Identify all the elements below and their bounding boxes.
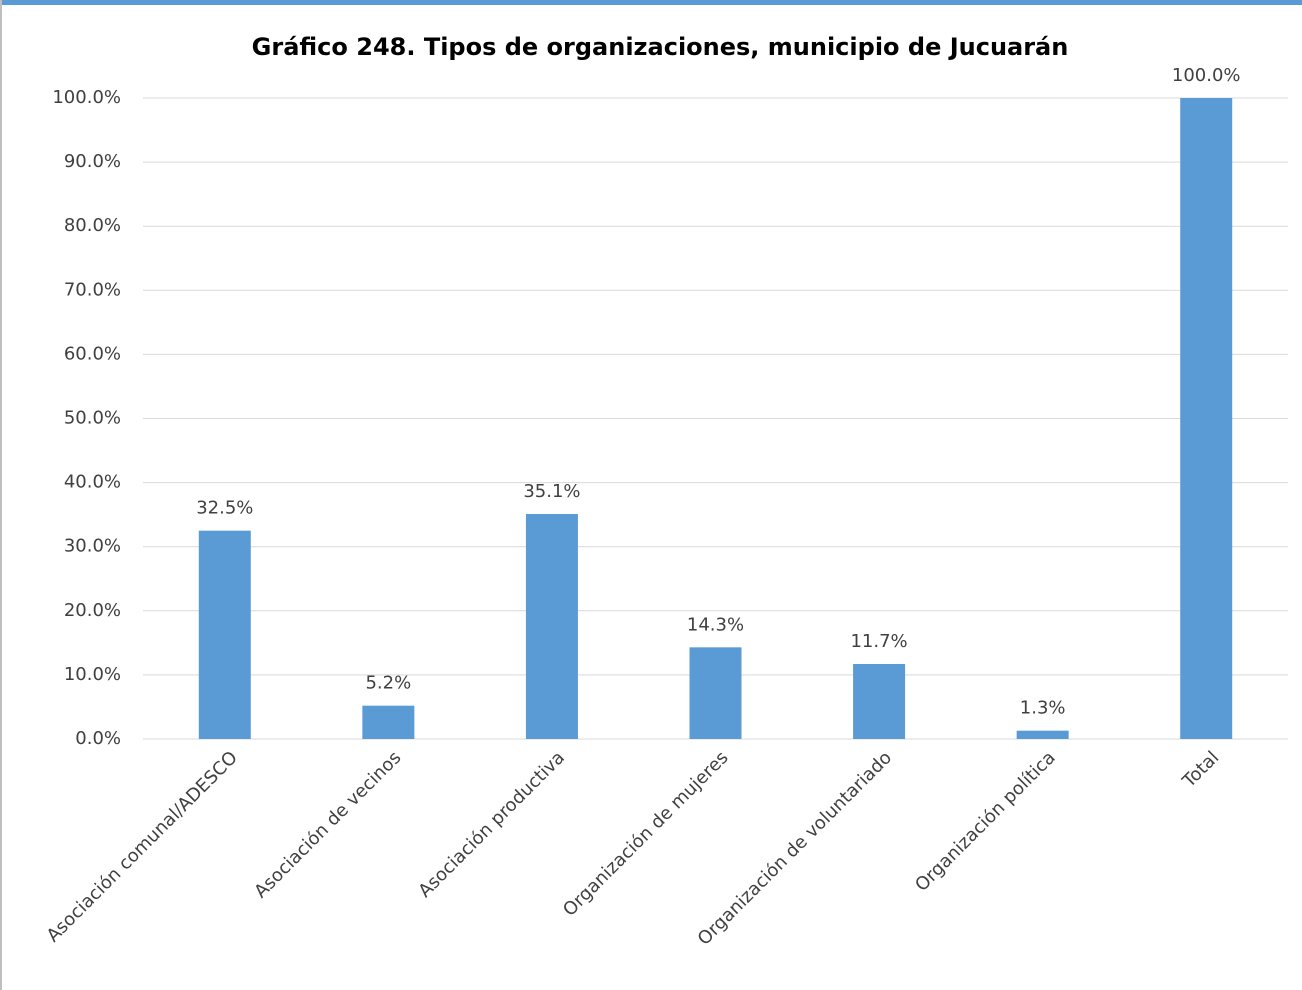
y-tick-label: 60.0% — [64, 343, 121, 364]
y-tick-label: 40.0% — [64, 472, 121, 493]
bar — [1016, 730, 1069, 739]
bar — [853, 664, 906, 739]
y-tick-label: 30.0% — [64, 536, 121, 557]
data-label: 5.2% — [365, 673, 411, 694]
y-tick-label: 90.0% — [64, 151, 121, 172]
bar — [1180, 98, 1233, 739]
x-tick-label: Organización de mujeres — [559, 747, 732, 920]
data-label: 35.1% — [523, 481, 580, 502]
bar — [362, 705, 415, 739]
y-tick-label: 20.0% — [64, 600, 121, 621]
x-tick-label: Organización de voluntariado — [694, 747, 896, 949]
data-label: 14.3% — [687, 614, 744, 635]
left-border — [0, 0, 2, 990]
data-label: 32.5% — [196, 498, 253, 519]
bar — [525, 514, 578, 739]
chart-title: Gráfico 248. Tipos de organizaciones, mu… — [252, 33, 1069, 61]
y-tick-label: 50.0% — [64, 408, 121, 429]
top-border — [0, 0, 1302, 5]
bar — [198, 530, 251, 739]
y-tick-label: 70.0% — [64, 279, 121, 300]
y-tick-label: 0.0% — [75, 728, 121, 749]
y-tick-label: 100.0% — [52, 87, 121, 108]
y-tick-label: 80.0% — [64, 215, 121, 236]
x-tick-label: Asociación productiva — [414, 747, 569, 902]
bar — [689, 647, 742, 739]
data-label: 1.3% — [1020, 698, 1066, 719]
data-label: 100.0% — [1172, 65, 1241, 86]
x-tick-label: Total — [1178, 747, 1223, 792]
x-tick-label: Organización política — [911, 747, 1060, 896]
y-tick-label: 10.0% — [64, 664, 121, 685]
data-label: 11.7% — [850, 631, 907, 652]
x-tick-label: Asociación de vecinos — [250, 747, 405, 902]
x-tick-label: Asociación comunal/ADESCO — [43, 747, 242, 946]
